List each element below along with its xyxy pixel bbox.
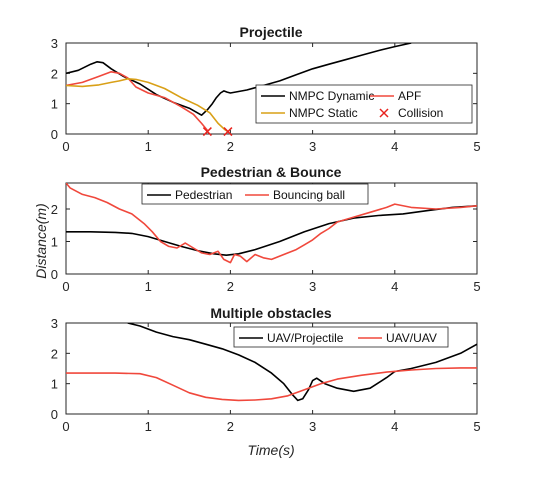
x-tick-label: 5	[473, 139, 480, 154]
y-tick-label: 3	[51, 36, 58, 51]
y-tick-label: 0	[51, 267, 58, 282]
y-tick-label: 2	[51, 346, 58, 361]
series-line-nmpc-static	[66, 78, 229, 133]
legend-label-nmpc-static: NMPC Static	[289, 106, 358, 120]
x-tick-label: 2	[227, 139, 234, 154]
y-tick-label: 1	[51, 377, 58, 392]
collision-marker	[223, 127, 233, 137]
series-group	[66, 323, 477, 402]
x-tick-label: 4	[391, 139, 398, 154]
legend-box	[233, 326, 449, 348]
y-tick-label: 1	[51, 235, 58, 250]
series-group	[66, 183, 477, 264]
y-tick-label: 3	[51, 316, 58, 331]
legend-label-bouncing-ball: Bouncing ball	[273, 188, 345, 202]
legend-label-apf: APF	[398, 89, 421, 103]
series-line-bouncing-ball	[66, 183, 477, 264]
legend-label-pedestrian: Pedestrian	[175, 188, 232, 202]
panel-multiple-obstacles: 0 1 2 3 4 5 0 1 2 3 UAV/Projectile UAV/UAV	[51, 316, 481, 434]
collision-marker	[202, 127, 212, 137]
x-tick-label: 2	[227, 279, 234, 294]
x-tick-label: 0	[62, 419, 69, 434]
panel-2-title: Pedestrian & Bounce	[201, 164, 342, 180]
y-tick-label: 0	[51, 127, 58, 142]
y-tick-label: 0	[51, 407, 58, 422]
x-tick-label: 3	[309, 419, 316, 434]
series-group	[66, 43, 412, 133]
legend: Pedestrian Bouncing ball	[141, 183, 369, 205]
x-tick-label: 0	[62, 279, 69, 294]
legend-box	[141, 183, 369, 205]
legend: NMPC Dynamic APF NMPC Static Collision	[255, 84, 473, 124]
series-line-pedestrian	[66, 205, 477, 256]
legend-label-nmpc-dynamic: NMPC Dynamic	[289, 89, 374, 103]
legend-box	[255, 84, 473, 124]
x-tick-label: 1	[145, 419, 152, 434]
panel-1-title: Projectile	[239, 24, 302, 40]
x-tick-label: 2	[227, 419, 234, 434]
legend-label-uav-projectile: UAV/Projectile	[267, 331, 344, 345]
legend-label-collision: Collision	[398, 106, 443, 120]
y-tick-label: 2	[51, 66, 58, 81]
legend-collision-marker	[379, 108, 389, 118]
x-tick-label: 3	[309, 139, 316, 154]
legend-label-uav-uav: UAV/UAV	[386, 331, 437, 345]
series-line-apf	[66, 71, 209, 131]
y-tick-label: 1	[51, 97, 58, 112]
series-line-uav-projectile	[127, 323, 477, 402]
x-tick-label: 4	[391, 419, 398, 434]
x-tick-label: 5	[473, 419, 480, 434]
series-line-uav-uav	[66, 367, 477, 402]
x-tick-label: 5	[473, 279, 480, 294]
panel-projectile: 0 1 2 3 4 5 0 1 2 3 NMPC Dynamic APF NMPC Static Coll…	[51, 36, 481, 154]
x-tick-label: 1	[145, 139, 152, 154]
x-axis-label: Time(s)	[247, 442, 294, 458]
series-line-nmpc-dynamic	[66, 43, 412, 116]
y-tick-label: 2	[51, 202, 58, 217]
x-tick-label: 0	[62, 139, 69, 154]
x-tick-label: 1	[145, 279, 152, 294]
panel-pedestrian-bounce: 0 1 2 3 4 5 0 1 2 Pedestrian Bouncing ball	[51, 182, 481, 294]
x-tick-label: 3	[309, 279, 316, 294]
y-axis-label: Distance(m)	[33, 203, 49, 278]
legend: UAV/Projectile UAV/UAV	[233, 326, 449, 348]
panel-3-title: Multiple obstacles	[210, 305, 332, 321]
x-tick-label: 4	[391, 279, 398, 294]
